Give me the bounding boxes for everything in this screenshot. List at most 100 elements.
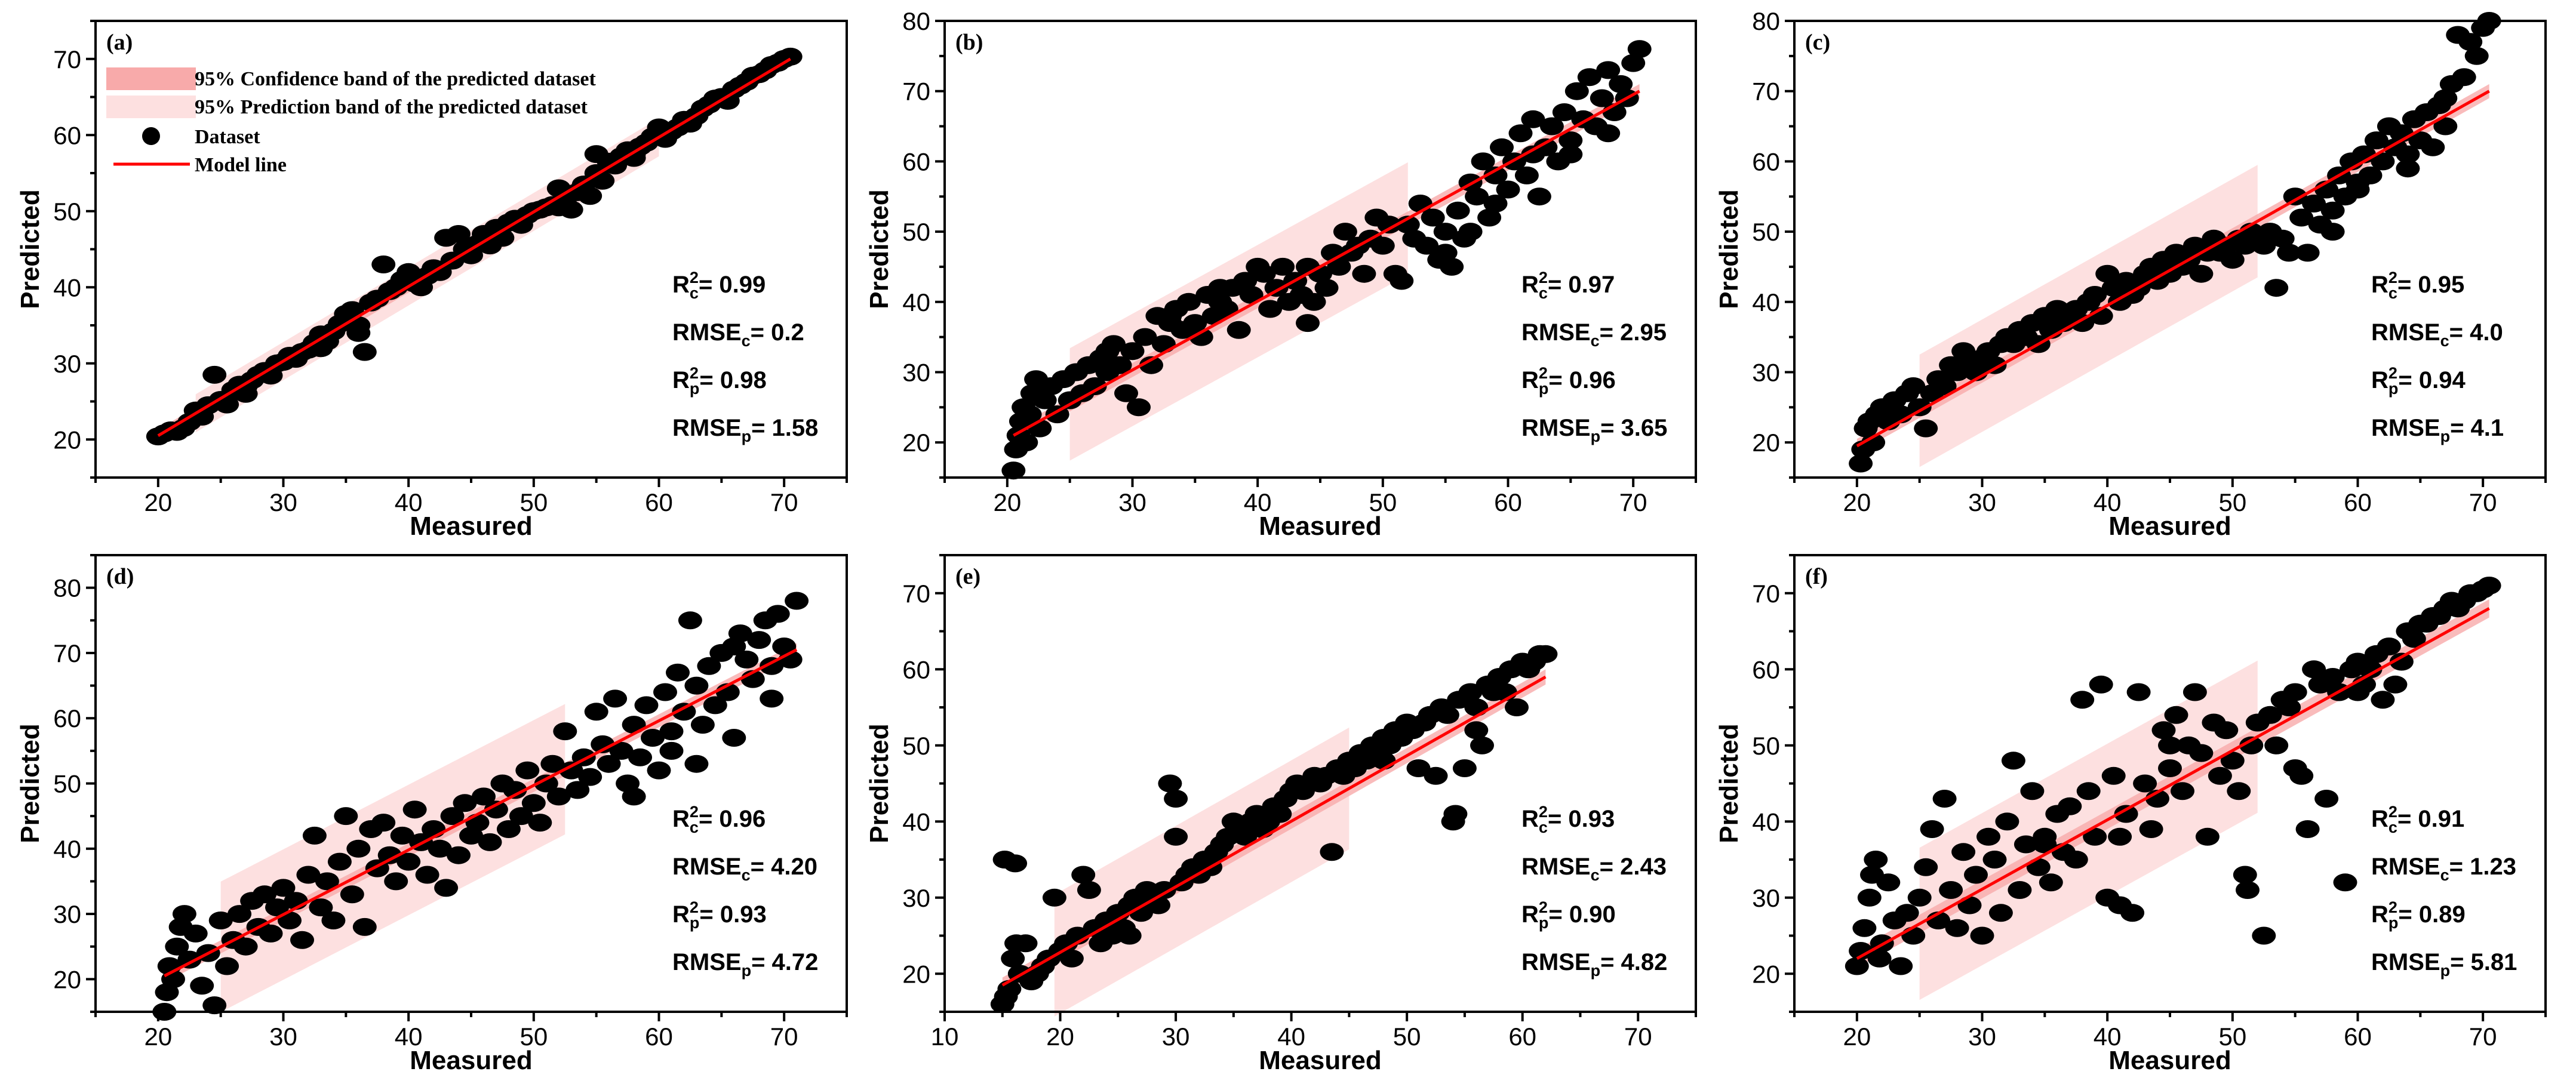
data-point [1483, 195, 1508, 213]
data-point [1505, 698, 1529, 716]
panel-label: (c) [1805, 30, 1830, 55]
data-point [1970, 926, 1994, 945]
data-point [2371, 152, 2395, 171]
data-point [1849, 454, 1873, 473]
data-point [1164, 827, 1188, 846]
data-point [2358, 166, 2383, 184]
data-point [2320, 201, 2345, 220]
x-tick-label: 30 [1118, 488, 1146, 516]
data-point [434, 879, 459, 897]
data-point [2008, 881, 2032, 899]
data-point [1003, 854, 1028, 873]
data-point [447, 846, 471, 864]
data-point [1158, 307, 1182, 325]
data-point [2120, 904, 2145, 922]
data-point [1895, 904, 1919, 922]
x-tick-label: 70 [770, 1023, 798, 1051]
data-point [2101, 766, 2126, 785]
stat-label: R2 p= 0.98 [672, 364, 767, 398]
data-point [265, 898, 289, 917]
data-point [597, 755, 621, 773]
data-point [1095, 342, 1120, 361]
y-axis-label: Predicted [865, 189, 894, 309]
x-tick-label: 20 [1046, 1023, 1074, 1051]
data-point [1233, 827, 1258, 846]
y-tick-label: 50 [902, 732, 930, 760]
data-point [2371, 691, 2395, 709]
data-point [2383, 675, 2408, 694]
data-point [2458, 33, 2483, 51]
data-point [1508, 124, 1533, 143]
data-point [1443, 805, 1468, 823]
data-point [1302, 292, 1326, 311]
data-point [315, 872, 339, 891]
data-point [1496, 180, 1520, 199]
legend-dataset-label: Dataset [195, 126, 260, 148]
data-point [666, 663, 690, 682]
data-point [465, 814, 490, 832]
data-point [346, 839, 371, 858]
data-point [1857, 888, 1882, 907]
x-tick-label: 40 [395, 1023, 423, 1051]
data-point [1083, 377, 1107, 395]
data-point [2346, 180, 2370, 199]
stat-label: RMSEc= 1.23 [2371, 854, 2516, 884]
panel-f: 20 30 40 50 60 70 20 30 40 50 60 70 Measured Predicte… [1714, 554, 2547, 1075]
data-point [1239, 286, 1264, 304]
data-point [346, 316, 371, 334]
data-point [334, 807, 358, 826]
data-point [1849, 942, 1873, 960]
data-point [2001, 752, 2025, 770]
data-point [1458, 223, 1483, 241]
data-point [1433, 223, 1458, 241]
x-tick-label: 70 [1619, 488, 1647, 516]
data-point [233, 937, 258, 956]
data-point [2214, 721, 2239, 740]
stat-label: R2 p= 0.90 [1521, 898, 1616, 932]
data-point [1258, 300, 1283, 318]
y-tick-label: 70 [53, 639, 81, 667]
x-tick-label: 20 [144, 1023, 172, 1051]
y-tick-label: 40 [1752, 808, 1780, 836]
y-tick-label: 40 [902, 808, 930, 836]
data-point [2114, 805, 2138, 823]
data-point [309, 339, 333, 358]
x-tick-label: 50 [519, 1023, 548, 1051]
data-point [1939, 881, 1963, 899]
data-point [215, 957, 239, 975]
x-tick-label: 20 [993, 488, 1021, 516]
data-point [1314, 279, 1339, 297]
data-point [1296, 314, 1320, 332]
x-tick-label: 20 [144, 488, 172, 516]
stat-label: R2 p= 0.96 [1521, 364, 1616, 398]
stat-label: R2 c= 0.91 [2371, 803, 2464, 836]
data-point [528, 814, 552, 832]
data-point [453, 794, 477, 812]
data-point [484, 800, 508, 819]
data-point [1372, 752, 1396, 770]
data-point [1208, 279, 1232, 297]
y-tick-label: 80 [902, 7, 930, 35]
data-point [2433, 117, 2458, 136]
data-point [1059, 949, 1084, 968]
data-point [2464, 47, 2489, 65]
data-point [1014, 433, 1038, 452]
stat-label: RMSEc= 2.43 [1521, 854, 1667, 884]
legend-model-label: Model line [195, 154, 287, 176]
stat-label: R2 c= 0.97 [1521, 269, 1615, 302]
data-point [1458, 683, 1483, 701]
data-point [377, 846, 402, 864]
data-point [1226, 321, 1251, 339]
stat-label: RMSEp= 5.81 [2371, 949, 2517, 980]
data-point [2195, 827, 2220, 846]
data-point [2258, 706, 2282, 724]
data-point [447, 225, 471, 243]
data-point [177, 950, 202, 969]
x-tick-label: 30 [1968, 1023, 1996, 1051]
data-point [785, 592, 809, 610]
data-point [190, 977, 214, 995]
data-point [553, 722, 577, 741]
data-point [327, 852, 352, 871]
data-point [703, 696, 727, 715]
data-point [2151, 721, 2176, 740]
